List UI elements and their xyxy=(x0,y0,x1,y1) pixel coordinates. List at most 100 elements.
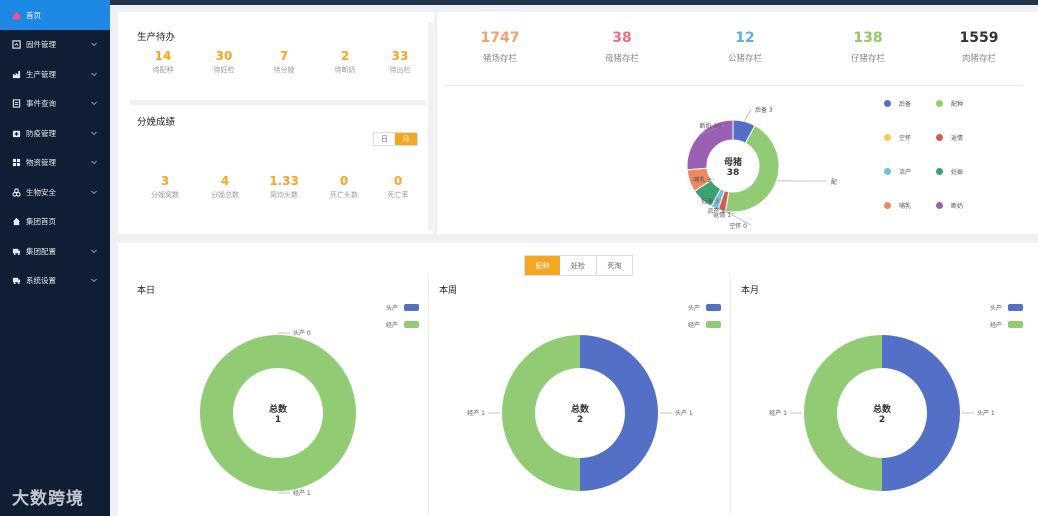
farrow-value: 0 xyxy=(339,174,349,188)
mini-center-value: 1 xyxy=(275,415,281,425)
sow-legend-item[interactable]: 配种 xyxy=(936,99,963,108)
mini-legend-item[interactable]: 头产 xyxy=(688,303,722,312)
sidebar-item-label: 生物安全 xyxy=(26,187,56,197)
supplies-icon xyxy=(12,158,21,167)
sow-legend-item[interactable]: 流产 xyxy=(884,167,911,176)
legend-swatch-icon xyxy=(1008,321,1024,328)
mini-slice-label: 经产 1 xyxy=(293,489,311,497)
sow-center-value: 38 xyxy=(727,168,740,178)
legend-label: 经产 xyxy=(990,322,1003,329)
sidebar-item-home[interactable]: 首页 xyxy=(0,0,110,30)
inventory-label: 猪场存栏 xyxy=(482,54,517,64)
legend-dot-icon xyxy=(936,134,943,141)
sidebar-item-supplies[interactable]: 物资管理 xyxy=(0,148,110,178)
inventory-value: 38 xyxy=(612,30,632,46)
sidebar-item-group-config[interactable]: 集团配置 xyxy=(0,237,110,267)
farrow-label: 分娩总数 xyxy=(211,191,239,199)
sidebar-item-label: 首页 xyxy=(26,10,41,20)
mini-legend-item[interactable]: 经产 xyxy=(386,320,420,329)
sow-legend-item[interactable]: 哺乳 xyxy=(884,201,911,210)
production-icon xyxy=(12,70,21,79)
sow-legend-item[interactable]: 妊娠 xyxy=(936,167,963,176)
mini-legend-item[interactable]: 头产 xyxy=(990,303,1024,312)
section-divider xyxy=(130,100,426,105)
mini-legend-item[interactable]: 经产 xyxy=(990,320,1024,329)
sow-slice-label: 后备 3 xyxy=(755,106,773,114)
todo-label: 待配种 xyxy=(152,66,174,74)
home-icon xyxy=(12,11,21,20)
mini-center-title: 总数 xyxy=(571,403,590,415)
inventory-value: 1747 xyxy=(480,30,520,46)
farrow-label: 死亡头数 xyxy=(330,191,358,199)
sidebar-item-label: 事件查询 xyxy=(26,99,56,109)
mini-slice-经产[interactable] xyxy=(199,335,356,491)
legend-label: 断奶 xyxy=(951,203,964,210)
sidebar-item-production[interactable]: 生产管理 xyxy=(0,60,110,90)
sidebar-item-settings[interactable]: 系统设置 xyxy=(0,266,110,296)
legend-swatch-icon xyxy=(706,321,722,328)
farrow-label: 分娩窝数 xyxy=(151,191,179,199)
tab-pregnancy-check[interactable]: 妊检 xyxy=(571,261,585,270)
sow-slice-断奶[interactable] xyxy=(686,119,734,171)
sidebar-item-firmware[interactable]: 固件管理 xyxy=(0,30,110,60)
column-divider xyxy=(428,275,429,515)
mini-donut-chart: 头产 1 经产 1 总数2 xyxy=(467,335,693,491)
sow-legend-item[interactable]: 空怀 xyxy=(884,133,911,142)
inventory-label: 仔猪存栏 xyxy=(850,54,885,64)
legend-label: 头产 xyxy=(688,305,701,312)
toggle-day[interactable]: 日 xyxy=(381,135,388,143)
inventory-value: 138 xyxy=(853,30,883,46)
sidebar-item-vaccine[interactable]: 防疫管理 xyxy=(0,119,110,149)
inventory-value: 1559 xyxy=(959,30,999,46)
sow-center-title: 母猪 xyxy=(724,156,742,168)
chevron-down-icon xyxy=(90,129,98,137)
inventory-label: 公猪存栏 xyxy=(727,54,762,64)
watermark: 大数跨境 xyxy=(12,489,84,509)
todo-value: 7 xyxy=(279,49,289,63)
sow-slice-配种[interactable] xyxy=(724,124,780,213)
farrow-value: 4 xyxy=(220,174,230,188)
mini-slice-头产[interactable] xyxy=(580,335,658,491)
sow-leader-line xyxy=(714,207,730,211)
sidebar-item-label: 集团首页 xyxy=(26,217,56,227)
tab-culling[interactable]: 死淘 xyxy=(596,256,632,275)
chevron-down-icon xyxy=(90,247,98,255)
mini-center-title: 总数 xyxy=(873,403,892,415)
legend-dot-icon xyxy=(884,202,891,209)
chevron-down-icon xyxy=(90,276,98,284)
farrowing-title: 分娩成绩 xyxy=(137,117,176,128)
mini-slice-经产[interactable] xyxy=(804,335,882,491)
sidebar-item-group-home[interactable]: 集团首页 xyxy=(0,207,110,237)
mini-slice-头产[interactable] xyxy=(882,335,960,491)
mini-legend-item[interactable]: 头产 xyxy=(386,303,420,312)
tab-mating[interactable]: 配种 xyxy=(525,256,560,275)
mini-slice-label: 头产 0 xyxy=(293,329,311,337)
mini-slice-经产[interactable] xyxy=(502,335,580,491)
inventory-divider xyxy=(445,85,1023,86)
legend-dot-icon xyxy=(884,134,891,141)
biohazard-icon xyxy=(12,188,21,197)
legend-label: 返情 xyxy=(951,135,964,142)
mini-legend-item[interactable]: 经产 xyxy=(688,320,722,329)
inventory-label: 母猪存栏 xyxy=(604,54,639,64)
sow-legend-item[interactable]: 后备 xyxy=(884,99,911,108)
legend-label: 流产 xyxy=(899,169,912,176)
firmware-icon xyxy=(12,40,21,49)
farrow-value: 1.33 xyxy=(269,174,299,188)
sidebar-item-biosecurity[interactable]: 生物安全 xyxy=(0,178,110,208)
sidebar-item-label: 固件管理 xyxy=(26,40,56,50)
sow-legend-item[interactable]: 返情 xyxy=(936,133,963,142)
chevron-down-icon xyxy=(90,40,98,48)
sow-slice-label: 断奶 10 xyxy=(699,122,721,130)
sow-slice-label: 哺乳 3 xyxy=(693,176,711,184)
sidebar-item-label: 防疫管理 xyxy=(26,128,56,138)
legend-dot-icon xyxy=(936,100,943,107)
sow-legend-item[interactable]: 断奶 xyxy=(936,201,963,210)
toggle-month[interactable]: 月 xyxy=(395,133,417,145)
sidebar-item-events[interactable]: 事件查询 xyxy=(0,89,110,119)
sow-slice-label: 空怀 0 xyxy=(729,222,747,230)
sow-leader-line xyxy=(744,108,752,122)
mini-donut-chart: 头产 0 经产 1 总数1 xyxy=(199,329,356,497)
sow-slice-label: 流产 1 xyxy=(707,207,725,215)
